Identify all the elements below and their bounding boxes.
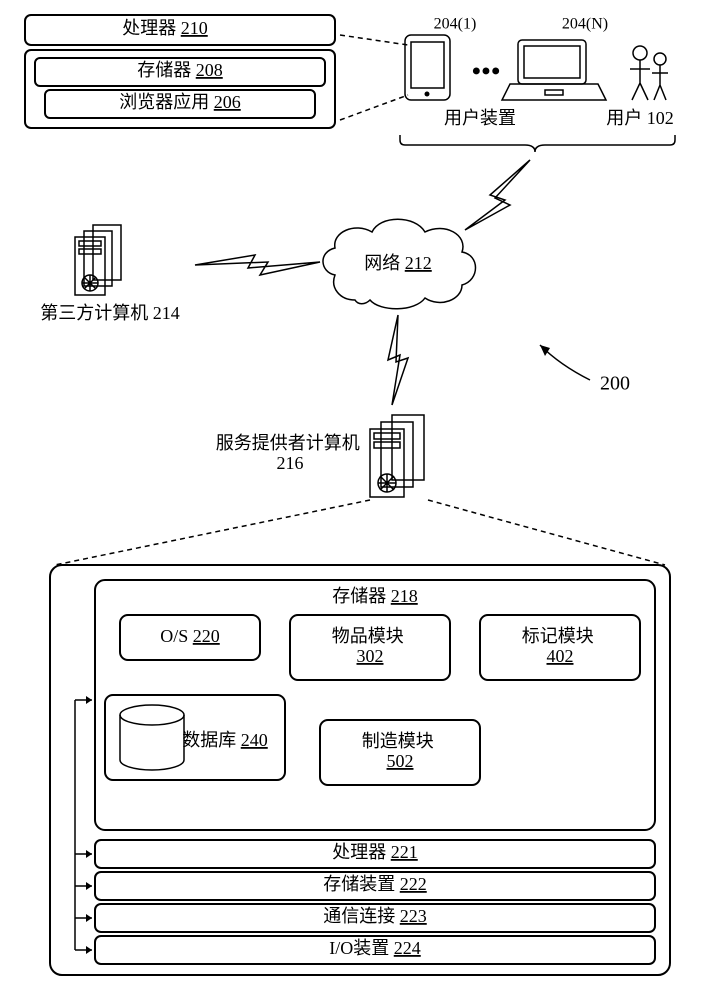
laptop-icon bbox=[502, 40, 606, 100]
provider-memory-label: 存储器 218 bbox=[332, 586, 418, 606]
expand-right bbox=[428, 500, 665, 565]
memory-label: 存储器 208 bbox=[137, 60, 223, 80]
provider-proc-label: 处理器 221 bbox=[332, 842, 418, 862]
user-label: 用户 102 bbox=[606, 108, 674, 128]
expand-left bbox=[55, 500, 370, 565]
processor-label: 处理器 210 bbox=[122, 18, 208, 38]
third-party-label: 第三方计算机 214 bbox=[40, 303, 180, 323]
device-dots: ●●● bbox=[472, 63, 501, 80]
device1-num: 204(1) bbox=[434, 16, 477, 33]
device-bracket bbox=[400, 135, 675, 152]
tablet-icon bbox=[405, 35, 450, 100]
stack-leader-2 bbox=[340, 95, 408, 120]
figure-number: 200 bbox=[600, 373, 630, 395]
figure-number-arrow bbox=[540, 345, 590, 380]
database-label-2: 数据库 240 bbox=[182, 730, 268, 750]
lightning-top bbox=[465, 160, 530, 230]
provider-storage-label: 存储装置 222 bbox=[323, 874, 427, 894]
provider-label: 服务提供者计算机 216 bbox=[216, 433, 365, 473]
lightning-left bbox=[195, 255, 320, 275]
third-party-server-icon bbox=[75, 225, 121, 295]
deviceN-num: 204(N) bbox=[562, 16, 608, 33]
provider-server-icon bbox=[370, 415, 424, 497]
device-label: 用户装置 bbox=[444, 108, 516, 128]
browser-label: 浏览器应用 206 bbox=[119, 92, 241, 112]
lightning-bottom bbox=[388, 315, 408, 405]
network-label: 网络 212 bbox=[364, 253, 432, 273]
provider-comm-label: 通信连接 223 bbox=[323, 906, 427, 926]
people-icon bbox=[630, 46, 668, 100]
stack-leader-1 bbox=[340, 35, 408, 45]
provider-io-label: I/O装置 224 bbox=[329, 938, 421, 958]
os-label: O/S 220 bbox=[160, 626, 220, 646]
